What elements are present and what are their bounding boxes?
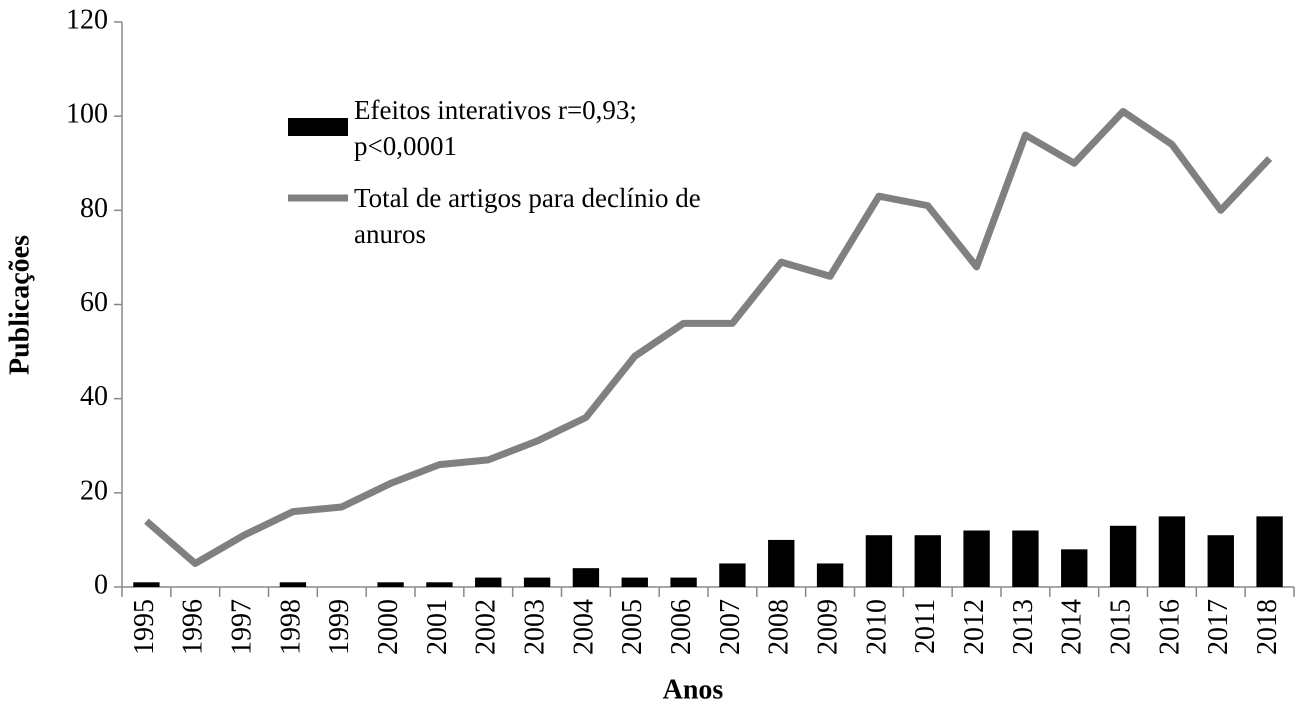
line: [144, 107, 1273, 567]
bar: [279, 582, 307, 587]
bar: [670, 577, 697, 587]
x-tick-label: 2017: [1203, 599, 1234, 655]
x-tick-label: 2002: [471, 599, 502, 655]
y-tick-label: 80: [80, 193, 108, 224]
bar: [719, 563, 746, 587]
bar: [377, 582, 404, 587]
bar: [1109, 525, 1137, 587]
x-tick-label: 2014: [1057, 599, 1088, 655]
legend-label: Total de artigos para declínio de anuros: [354, 183, 701, 249]
x-tick-label: 2012: [959, 599, 990, 655]
bar: [768, 539, 795, 587]
x-tick-label: 2000: [373, 599, 404, 655]
x-tick-label: 1999: [324, 599, 355, 655]
bar: [426, 582, 453, 587]
x-tick-label: 2009: [813, 599, 844, 655]
x-tick-label: 2008: [764, 599, 795, 655]
bar: [914, 535, 941, 587]
y-tick-label: 40: [80, 381, 108, 412]
bar: [1158, 516, 1186, 587]
x-tick-label: 2015: [1106, 599, 1137, 655]
y-axis-title: Publicações: [4, 235, 35, 375]
x-tick-label: 1997: [227, 599, 258, 655]
x-tick-label: 2003: [520, 599, 551, 655]
bar: [475, 577, 502, 587]
bar: [523, 577, 551, 587]
x-tick-label: 1996: [178, 599, 209, 655]
y-tick-label: 0: [94, 569, 108, 600]
bar: [133, 582, 160, 587]
bar: [816, 563, 844, 587]
bar: [1012, 530, 1039, 587]
x-tick-label: 2004: [568, 599, 599, 655]
bar: [865, 535, 893, 587]
y-tick-label: 20: [80, 475, 108, 506]
x-tick-label: 2011: [910, 599, 941, 654]
bar: [1256, 516, 1283, 587]
x-tick-label: 2005: [617, 599, 648, 655]
x-tick-label: 2006: [666, 599, 697, 655]
bar: [621, 577, 648, 587]
x-tick-label: 2010: [861, 599, 892, 655]
y-tick-label: 60: [80, 287, 108, 318]
bar: [1207, 535, 1234, 587]
x-tick-label: 2001: [422, 599, 453, 655]
x-axis-title: Anos: [663, 674, 724, 705]
x-tick-label: 2016: [1154, 599, 1185, 655]
legend-label: Efeitos interativos r=0,93; p<0,0001: [354, 95, 637, 161]
y-tick-label: 120: [66, 4, 108, 35]
bar: [1061, 549, 1088, 587]
y-tick-label: 100: [66, 99, 108, 130]
legend-swatch: [288, 118, 348, 136]
x-tick-label: 1995: [129, 599, 160, 655]
x-tick-label: 2007: [715, 599, 746, 655]
x-tick-label: 2018: [1252, 599, 1283, 655]
x-tick-label: 1998: [275, 599, 306, 655]
bar: [963, 530, 990, 587]
bar: [572, 568, 600, 587]
x-tick-label: 2013: [1008, 599, 1039, 655]
